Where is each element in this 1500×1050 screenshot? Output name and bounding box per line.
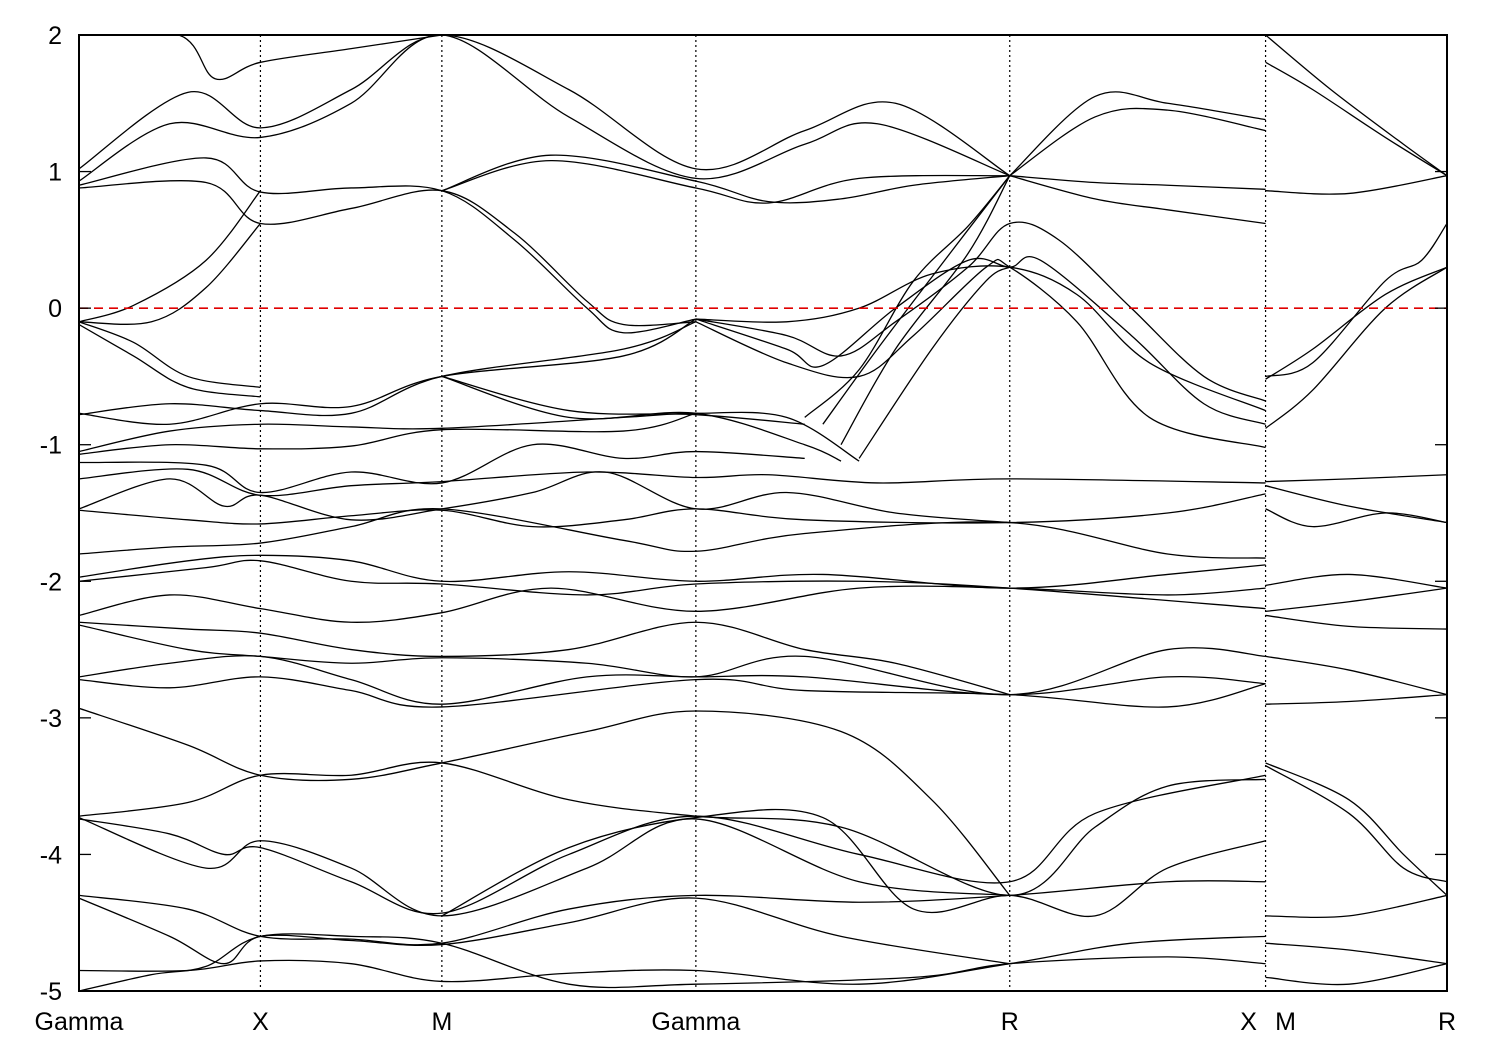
band-line — [79, 190, 261, 323]
x-tick-label: Gamma — [35, 1008, 124, 1036]
band-line — [79, 621, 1010, 696]
band-line — [79, 443, 805, 494]
band-line — [79, 180, 696, 327]
y-tick-label: 2 — [48, 22, 62, 50]
band-line — [79, 774, 1266, 915]
x-axis-ticks: Gamma X M Gamma R X M R — [35, 1008, 1456, 1036]
band-line — [79, 493, 1266, 528]
band-line — [1265, 942, 1447, 965]
band-line — [79, 35, 442, 81]
band-line — [79, 412, 697, 455]
band-line — [79, 707, 1011, 896]
band-line — [441, 808, 1266, 918]
band-line — [79, 35, 1010, 182]
band-line — [1265, 693, 1447, 705]
band-line — [79, 585, 1266, 623]
band-line — [79, 411, 860, 462]
band-line — [1265, 266, 1447, 429]
band-line — [79, 318, 697, 426]
band-line — [1265, 508, 1447, 528]
band-line — [822, 175, 1011, 425]
band-line — [79, 816, 1010, 917]
band-line — [1265, 223, 1447, 378]
x-tick-label: R — [1001, 1008, 1019, 1036]
band-line — [1265, 614, 1447, 630]
x-tick-label: X — [1240, 1008, 1257, 1036]
x-tick-label: X — [252, 1008, 269, 1036]
band-line — [79, 761, 1266, 897]
band-line — [79, 321, 261, 388]
band-line — [1265, 35, 1447, 177]
band-lines — [79, 35, 1447, 991]
band-line — [1009, 91, 1266, 177]
band-line — [79, 933, 1266, 991]
band-line — [1265, 963, 1447, 986]
band-line — [1265, 175, 1447, 195]
band-line — [1009, 107, 1266, 177]
band-line — [79, 323, 261, 398]
band-line — [79, 624, 1266, 696]
y-tick-label: -2 — [40, 568, 62, 596]
band-line — [79, 897, 1010, 965]
y-tick-label: 1 — [48, 159, 62, 187]
band-line — [1265, 474, 1447, 483]
band-line — [1265, 765, 1447, 883]
band-line — [79, 676, 1266, 708]
band-line — [79, 471, 1010, 524]
y-axis-ticks: 2 1 0 -1 -2 -3 -4 -5 — [40, 22, 1447, 1006]
plot-frame — [78, 34, 1448, 992]
band-line — [1009, 175, 1266, 225]
band-line — [441, 375, 842, 462]
band-line — [79, 880, 1266, 946]
band-line — [1009, 175, 1266, 190]
band-line — [79, 321, 697, 417]
band-line — [1265, 61, 1447, 177]
band-line — [79, 559, 1266, 610]
y-tick-label: -3 — [40, 705, 62, 733]
y-tick-label: -4 — [40, 841, 62, 869]
band-line — [79, 655, 1266, 705]
x-tick-label: Gamma — [651, 1008, 740, 1036]
band-line — [79, 935, 1266, 985]
band-line — [1265, 266, 1447, 380]
band-line — [1265, 894, 1447, 919]
x-tick-label: R — [1438, 1008, 1456, 1036]
band-line — [79, 554, 1266, 589]
band-line — [441, 159, 1010, 204]
band-line — [1265, 485, 1447, 524]
band-line — [441, 375, 805, 425]
band-line — [695, 258, 1266, 449]
band-line — [695, 255, 1266, 425]
band-line — [858, 266, 1011, 459]
band-line — [1265, 762, 1447, 896]
band-line — [79, 157, 696, 334]
x-tick-label: M — [431, 1008, 452, 1036]
band-line — [804, 175, 1011, 418]
band-line — [840, 175, 1011, 446]
band-line — [79, 223, 261, 325]
band-line — [695, 265, 1266, 412]
y-tick-label: -1 — [40, 432, 62, 460]
band-line — [1265, 573, 1447, 589]
band-line — [1265, 655, 1447, 696]
band-line — [79, 508, 1266, 559]
y-tick-label: 0 — [48, 295, 62, 323]
y-tick-label: -5 — [40, 978, 62, 1006]
band-line — [79, 35, 1011, 177]
band-line — [441, 154, 1010, 204]
band-line — [695, 221, 1266, 402]
x-tick-label: M — [1275, 1008, 1296, 1036]
band-line — [1265, 587, 1447, 612]
k-point-gridlines — [259, 35, 1267, 991]
